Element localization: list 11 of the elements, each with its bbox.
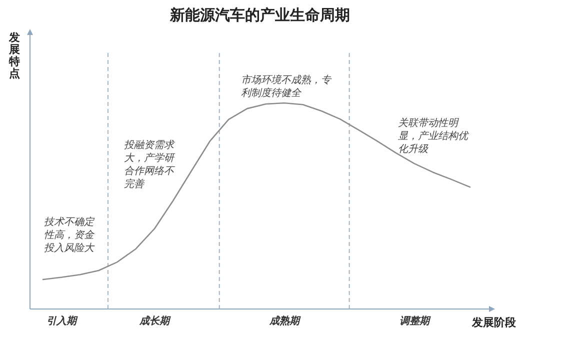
x-tick-label: 调整期 [399, 314, 430, 328]
x-tick-label: 成长期 [139, 314, 170, 328]
annotation: 投融资需求大，产学研合作网络不完善 [124, 139, 176, 191]
annotation: 关联带动性明显，产业结构优化升级 [398, 117, 470, 156]
x-tick-label: 成熟期 [269, 314, 300, 328]
x-tick-label: 引入期 [46, 314, 77, 328]
x-axis-title: 发展阶段 [472, 315, 516, 330]
annotation: 技术不确定性高，资金投入风险大 [44, 216, 96, 255]
text: 市场环境不成熟，专利制度待健全 [241, 74, 333, 100]
chart-title: 新能源汽车的产业生命周期 [168, 6, 351, 25]
y-axis-title: 发展特点 [9, 31, 21, 80]
